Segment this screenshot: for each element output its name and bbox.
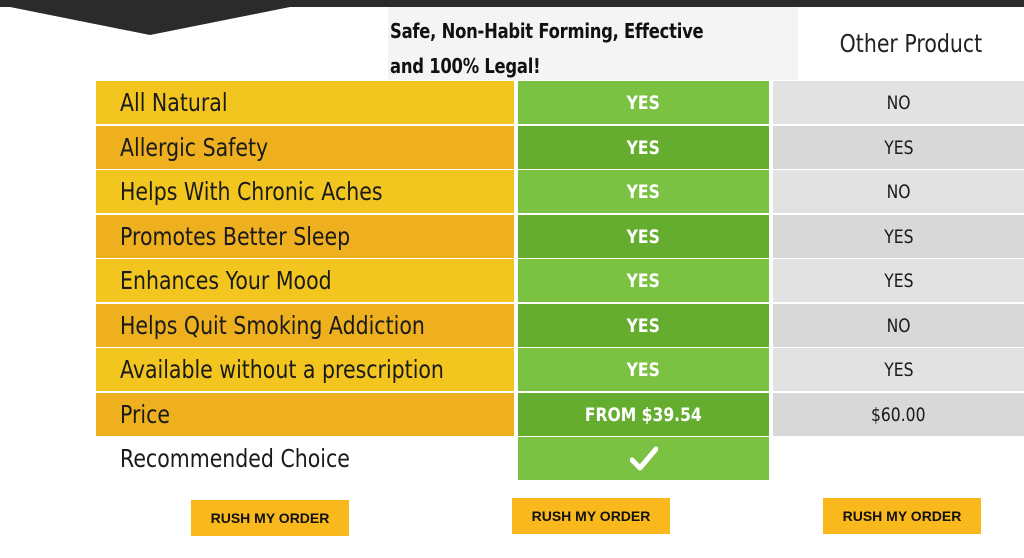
feature-label: Promotes Better Sleep [120, 222, 351, 251]
table-row: Promotes Better Sleep YES YES [96, 215, 1024, 258]
rush-my-order-button-left[interactable]: RUSH MY ORDER [191, 500, 349, 536]
down-arrow-shape [10, 7, 290, 35]
our-product-value: YES [626, 314, 661, 337]
feature-cell: Helps With Chronic Aches [96, 170, 514, 213]
other-product-value: NO [886, 314, 911, 337]
other-product-value: YES [883, 136, 914, 159]
other-product-title: Other Product [839, 29, 983, 58]
our-product-value: YES [626, 358, 661, 381]
other-product-cell: YES [773, 126, 1024, 169]
other-product-value: NO [886, 180, 911, 203]
rush-my-order-label: RUSH MY ORDER [842, 508, 962, 524]
table-row: Price FROM $39.54 $60.00 [96, 393, 1024, 436]
feature-label: Available without a prescription [120, 355, 444, 384]
feature-label: Allergic Safety [120, 133, 269, 162]
our-product-value: YES [626, 136, 661, 159]
our-product-cell: FROM $39.54 [518, 393, 769, 436]
feature-label: Enhances Your Mood [120, 266, 332, 295]
table-row: Allergic Safety YES YES [96, 126, 1024, 169]
our-product-value: YES [626, 180, 661, 203]
other-product-value: NO [886, 91, 911, 114]
other-product-value: YES [883, 225, 914, 248]
other-product-cell: YES [773, 215, 1024, 258]
our-product-cell: YES [518, 170, 769, 213]
our-product-cell: YES [518, 304, 769, 347]
feature-cell: Recommended Choice [96, 437, 514, 480]
recommended-label: Recommended Choice [120, 444, 350, 473]
our-product-cell: YES [518, 215, 769, 258]
other-product-cell: NO [773, 170, 1024, 213]
our-product-cell [518, 437, 769, 480]
feature-label: Helps Quit Smoking Addiction [120, 311, 425, 340]
other-product-header: Other Product [798, 7, 1024, 80]
our-product-cell: YES [518, 126, 769, 169]
other-product-cell: YES [773, 259, 1024, 302]
our-product-tagline: Safe, Non-Habit Forming, Effective and 1… [390, 19, 704, 78]
feature-cell: Allergic Safety [96, 126, 514, 169]
our-product-value: YES [626, 269, 661, 292]
our-product-cell: YES [518, 348, 769, 391]
our-product-value: FROM $39.54 [585, 403, 702, 426]
other-product-cell: NO [773, 304, 1024, 347]
feature-cell: Price [96, 393, 514, 436]
our-product-cell: YES [518, 81, 769, 124]
our-product-value: YES [626, 91, 661, 114]
feature-cell: All Natural [96, 81, 514, 124]
rush-my-order-label: RUSH MY ORDER [210, 510, 330, 526]
other-product-value: $60.00 [871, 403, 926, 426]
recommended-row: Recommended Choice [96, 437, 1024, 480]
other-product-cell: NO [773, 81, 1024, 124]
table-row: Helps Quit Smoking Addiction YES NO [96, 304, 1024, 347]
feature-cell: Promotes Better Sleep [96, 215, 514, 258]
other-product-value: YES [883, 269, 914, 292]
other-product-value: YES [883, 358, 914, 381]
checkmark-icon [629, 446, 658, 470]
feature-label: Helps With Chronic Aches [120, 177, 383, 206]
table-row: Helps With Chronic Aches YES NO [96, 170, 1024, 213]
feature-cell: Available without a prescription [96, 348, 514, 391]
feature-label: All Natural [120, 88, 228, 117]
other-product-cell: $60.00 [773, 393, 1024, 436]
table-row: Available without a prescription YES YES [96, 348, 1024, 391]
our-product-header [388, 7, 798, 80]
other-product-cell: YES [773, 348, 1024, 391]
our-product-cell: YES [518, 259, 769, 302]
table-row: Enhances Your Mood YES YES [96, 259, 1024, 302]
rush-my-order-button-middle[interactable]: RUSH MY ORDER [512, 498, 670, 534]
rush-my-order-label: RUSH MY ORDER [531, 508, 651, 524]
our-product-value: YES [626, 225, 661, 248]
feature-cell: Enhances Your Mood [96, 259, 514, 302]
feature-label: Price [120, 400, 171, 429]
feature-cell: Helps Quit Smoking Addiction [96, 304, 514, 347]
rush-my-order-button-right[interactable]: RUSH MY ORDER [823, 498, 981, 534]
table-row: All Natural YES NO [96, 81, 1024, 124]
top-bar [0, 0, 1024, 7]
